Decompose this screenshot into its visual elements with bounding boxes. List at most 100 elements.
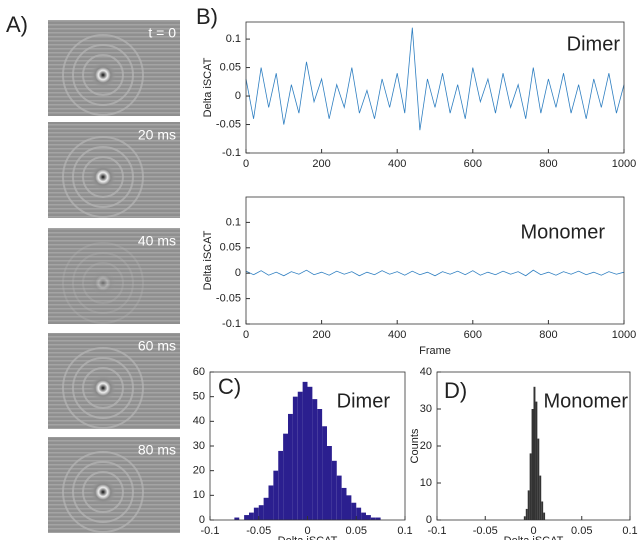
histogram-bar bbox=[307, 386, 313, 520]
x-tick-label: 800 bbox=[539, 158, 557, 170]
y-tick-label: 40 bbox=[420, 366, 432, 378]
y-tick-label: 30 bbox=[420, 403, 432, 415]
x-tick-label: 0 bbox=[304, 525, 310, 537]
y-tick-label: 0.05 bbox=[220, 61, 241, 73]
y-tick-label: 50 bbox=[193, 391, 205, 403]
histogram-bar bbox=[278, 450, 284, 520]
histogram-bar bbox=[539, 475, 542, 520]
x-tick-label: 0.1 bbox=[622, 525, 637, 537]
x-tick-label: 800 bbox=[539, 329, 557, 341]
histogram-bar bbox=[537, 438, 540, 520]
ring bbox=[62, 34, 144, 116]
histogram-bar bbox=[292, 396, 298, 520]
ring bbox=[62, 136, 144, 218]
x-tick-label: -0.05 bbox=[473, 525, 498, 537]
histogram-bar bbox=[249, 512, 254, 520]
ring bbox=[82, 262, 124, 304]
x-tick-label: 200 bbox=[312, 158, 330, 170]
histogram-bar bbox=[341, 487, 347, 520]
y-tick-label: 0 bbox=[199, 514, 205, 526]
x-tick-label: 400 bbox=[388, 158, 406, 170]
y-axis-label: Delta iSCAT bbox=[202, 230, 214, 290]
ring bbox=[82, 367, 124, 409]
ring bbox=[82, 54, 124, 96]
ring bbox=[62, 242, 144, 324]
particle bbox=[90, 479, 116, 505]
x-tick-label: 0.1 bbox=[397, 525, 412, 537]
particle bbox=[90, 62, 116, 88]
ring bbox=[82, 156, 124, 198]
y-tick-label: 10 bbox=[193, 489, 205, 501]
y-tick-label: 0 bbox=[426, 514, 432, 526]
ring bbox=[72, 461, 134, 523]
particle bbox=[90, 375, 116, 401]
x-tick-label: 600 bbox=[464, 158, 482, 170]
histogram-bar bbox=[336, 475, 342, 520]
x-tick-label: 0 bbox=[243, 329, 249, 341]
histogram-bar bbox=[244, 515, 249, 520]
y-tick-label: 0.1 bbox=[226, 33, 241, 45]
ring bbox=[72, 252, 134, 314]
y-tick-label: 30 bbox=[193, 440, 205, 452]
histogram-bar bbox=[370, 517, 376, 520]
frame-label: 80 ms bbox=[138, 442, 176, 458]
x-tick-label: -0.1 bbox=[201, 525, 220, 537]
x-tick-label: 0.05 bbox=[346, 525, 367, 537]
y-tick-label: -0.05 bbox=[216, 118, 241, 130]
x-axis-label: Frame bbox=[419, 345, 451, 357]
y-tick-label: 0 bbox=[235, 90, 241, 102]
histogram-bar bbox=[322, 426, 327, 520]
histogram-bar bbox=[234, 517, 240, 520]
histogram-bar bbox=[543, 512, 546, 520]
panel-label: B) bbox=[196, 4, 218, 29]
y-tick-label: 20 bbox=[420, 440, 432, 452]
histogram-bar bbox=[263, 497, 269, 520]
particle bbox=[90, 270, 116, 296]
ring bbox=[72, 357, 134, 419]
ring bbox=[62, 451, 144, 533]
y-tick-label: 20 bbox=[193, 465, 205, 477]
y-tick-label: -0.05 bbox=[216, 293, 241, 305]
x-tick-label: -0.1 bbox=[428, 525, 447, 537]
histogram-bar bbox=[375, 517, 381, 520]
y-tick-label: -0.1 bbox=[222, 147, 241, 159]
x-tick-label: 200 bbox=[312, 329, 330, 341]
x-axis-label: Delta iSCAT bbox=[278, 535, 338, 540]
particle bbox=[90, 164, 116, 190]
panel-label: C) bbox=[218, 374, 241, 399]
y-tick-label: 0.1 bbox=[226, 216, 241, 228]
y-tick-label: 60 bbox=[193, 366, 205, 378]
annotation: Monomer bbox=[544, 390, 629, 412]
histogram-bar bbox=[273, 470, 279, 520]
x-tick-label: 1000 bbox=[612, 329, 636, 341]
x-tick-label: -0.05 bbox=[246, 525, 271, 537]
x-tick-label: 600 bbox=[464, 329, 482, 341]
x-tick-label: 400 bbox=[388, 329, 406, 341]
histogram-bar bbox=[523, 516, 526, 520]
histogram-bar bbox=[541, 501, 544, 520]
histogram-bar bbox=[346, 495, 352, 520]
x-tick-label: 0 bbox=[243, 158, 249, 170]
histogram-bar bbox=[283, 433, 288, 520]
y-tick-label: 40 bbox=[193, 415, 205, 427]
histogram-bar bbox=[327, 446, 332, 520]
panel-label: D) bbox=[444, 378, 467, 403]
y-tick-label: 0.05 bbox=[220, 242, 241, 254]
ring bbox=[72, 146, 134, 208]
histogram-bar bbox=[366, 515, 371, 520]
annotation: Monomer bbox=[521, 221, 606, 243]
histogram-bar bbox=[531, 409, 534, 520]
frame-label: 40 ms bbox=[138, 233, 176, 249]
histogram-bar bbox=[527, 490, 530, 520]
y-axis-label: Counts bbox=[409, 428, 421, 463]
histogram-bar bbox=[356, 507, 362, 520]
x-tick-label: 0 bbox=[530, 525, 536, 537]
trace bbox=[245, 269, 625, 277]
histogram-bar bbox=[317, 409, 323, 520]
histogram-bar bbox=[253, 507, 259, 520]
histogram-bar bbox=[535, 401, 538, 520]
histogram-bar bbox=[258, 505, 264, 520]
y-tick-label: 0 bbox=[235, 267, 241, 279]
